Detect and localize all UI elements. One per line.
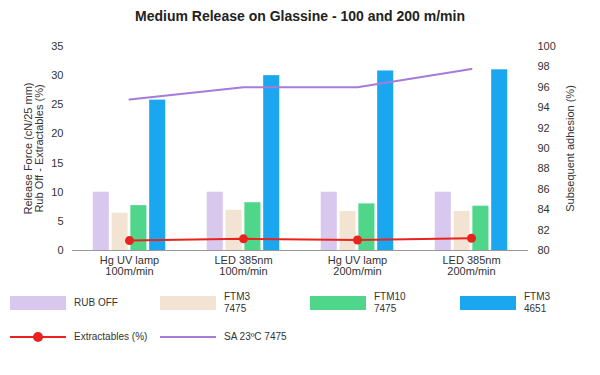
svg-text:82: 82 — [538, 224, 550, 236]
html-text:FTM3 4651: FTM3 4651 — [524, 291, 551, 314]
svg-text:Subsequent adhesion (%): Subsequent adhesion (%) — [564, 85, 576, 212]
svg-text:86: 86 — [538, 183, 550, 195]
svg-text:98: 98 — [538, 60, 550, 72]
svg-text:20: 20 — [51, 127, 63, 139]
svg-text:LED 385nm200m/min: LED 385nm200m/min — [442, 254, 500, 277]
svg-text:10: 10 — [51, 186, 63, 198]
html-text:SA 23ºC 7475: SA 23ºC 7475 — [224, 331, 287, 342]
html-text:Extractables (%): Extractables (%) — [74, 331, 148, 342]
svg-text:35: 35 — [51, 40, 63, 52]
svg-text:96: 96 — [538, 81, 550, 93]
svg-text:15: 15 — [51, 157, 63, 169]
svg-text:Release Force (cN/25 mm)Rub Of: Release Force (cN/25 mm)Rub Off - Extrac… — [22, 82, 45, 214]
html-text:FTM3 7475: FTM3 7475 — [224, 291, 251, 314]
html-text:RUB OFF: RUB OFF — [74, 297, 118, 308]
svg-text:94: 94 — [538, 101, 550, 113]
svg-text:5: 5 — [57, 215, 63, 227]
svg-text:Hg UV lamp200m/min: Hg UV lamp200m/min — [328, 254, 387, 277]
svg-text:0: 0 — [57, 244, 63, 256]
svg-text:80: 80 — [538, 244, 550, 256]
svg-text:92: 92 — [538, 122, 550, 134]
svg-text:100: 100 — [538, 40, 556, 52]
svg-text:LED 385nm100m/min: LED 385nm100m/min — [214, 254, 272, 277]
svg-text:90: 90 — [538, 142, 550, 154]
html-text:Medium Release on Glassine - 1: Medium Release on Glassine - 100 and 200… — [135, 8, 465, 24]
svg-text:84: 84 — [538, 203, 550, 215]
svg-text:25: 25 — [51, 98, 63, 110]
svg-text:Hg UV lamp100m/min: Hg UV lamp100m/min — [100, 254, 159, 277]
html-text:FTM10 7475: FTM10 7475 — [374, 291, 406, 314]
svg-text:88: 88 — [538, 162, 550, 174]
svg-text:30: 30 — [51, 69, 63, 81]
